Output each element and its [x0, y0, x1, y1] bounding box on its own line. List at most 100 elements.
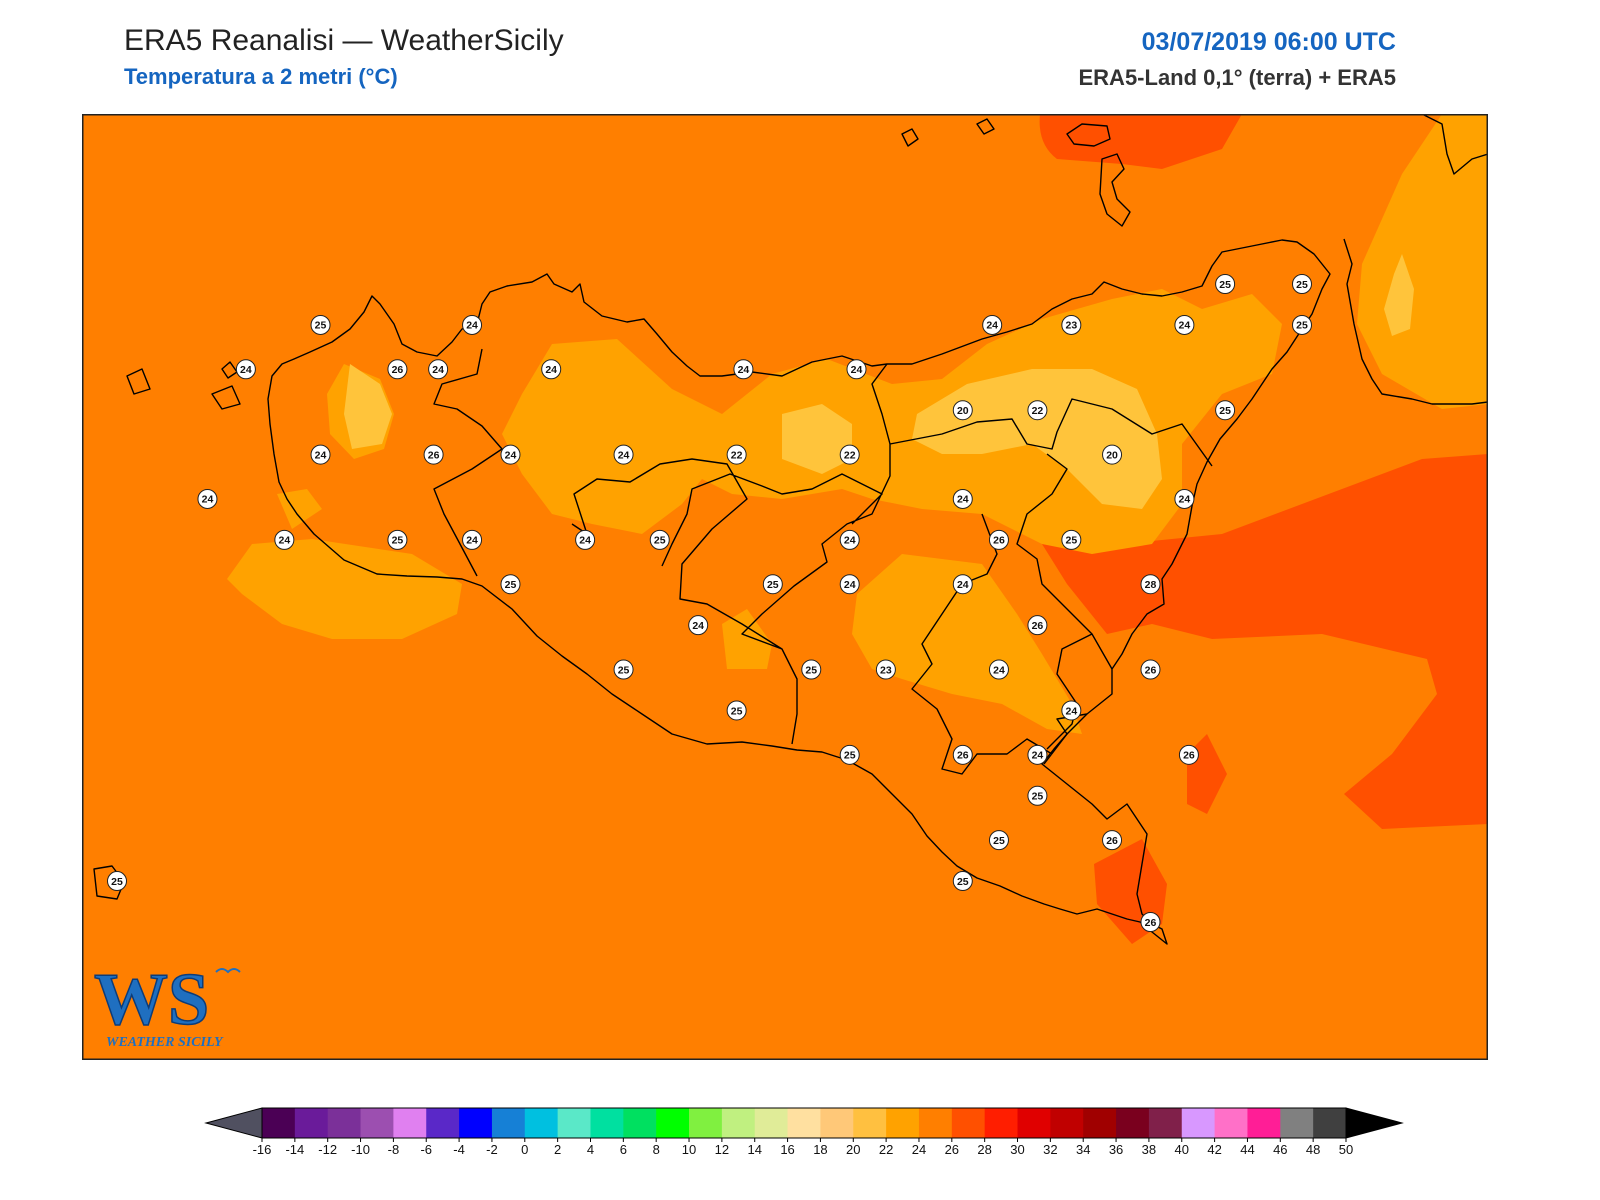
- map-title: ERA5 Reanalisi — WeatherSicily: [124, 24, 564, 57]
- station-marker: 26: [387, 359, 408, 380]
- station-marker: 25: [107, 871, 127, 892]
- colorbar-tick-label: -8: [388, 1142, 400, 1157]
- station-circle: [310, 444, 331, 465]
- colorbar-tick-label: -12: [318, 1142, 337, 1157]
- colorbar-tick-label: -14: [285, 1142, 304, 1157]
- station-marker: 24: [462, 314, 483, 335]
- station-marker: 25: [839, 744, 860, 765]
- weathersicily-logo: WS WEATHER SICILY: [93, 958, 241, 1050]
- station-value: 26: [1145, 917, 1157, 929]
- colorbar-tick-label: 44: [1240, 1142, 1254, 1157]
- station-circle: [575, 529, 596, 550]
- station-value: 22: [844, 449, 856, 461]
- station-value: 25: [1065, 535, 1077, 547]
- station-marker: 25: [726, 700, 747, 721]
- station-marker: 26: [1140, 912, 1161, 932]
- station-marker: 26: [1027, 615, 1048, 636]
- colorbar-cell: [327, 1108, 362, 1138]
- colorbar-tick-label: 30: [1010, 1142, 1024, 1157]
- colorbar-cell: [1050, 1108, 1084, 1138]
- station-marker: 24: [839, 529, 860, 550]
- station-marker: 26: [1178, 744, 1199, 765]
- station-circle: [952, 488, 973, 509]
- colorbar-tick-label: 46: [1273, 1142, 1287, 1157]
- station-circle: [1061, 529, 1082, 550]
- station-marker: 24: [688, 615, 709, 636]
- station-circle: [500, 574, 521, 595]
- colorbar-tick-label: 24: [912, 1142, 926, 1157]
- station-marker: 25: [988, 830, 1009, 851]
- station-value: 26: [1106, 835, 1118, 847]
- station-value: 26: [428, 449, 440, 461]
- station-value: 24: [545, 364, 557, 376]
- colorbar-tick-label: 2: [554, 1142, 561, 1157]
- station-marker: 24: [1027, 744, 1048, 765]
- station-value: 25: [315, 320, 327, 332]
- colorbar-cell: [459, 1108, 493, 1138]
- station-marker: 24: [846, 359, 867, 380]
- colorbar-tick-label: 8: [653, 1142, 660, 1157]
- field-20-west-sea: [344, 364, 392, 449]
- field-20-east-sea: [1384, 254, 1414, 336]
- station-value: 25: [1032, 791, 1044, 803]
- station-value: 25: [805, 664, 817, 676]
- station-marker: 25: [1292, 274, 1312, 294]
- field-20-west: [782, 404, 852, 474]
- colorbar-tick-label: 28: [977, 1142, 991, 1157]
- colorbar-tick-label: 18: [813, 1142, 827, 1157]
- map-subtitle: Temperatura a 2 metri (°C): [124, 64, 398, 89]
- station-marker: 25: [1215, 274, 1236, 294]
- station-value: 23: [880, 664, 892, 676]
- colorbar-tick-label: 10: [682, 1142, 696, 1157]
- station-circle: [500, 444, 521, 465]
- station-value: 24: [692, 620, 704, 632]
- colorbar-cell: [557, 1108, 591, 1138]
- station-value: 25: [731, 705, 743, 717]
- station-value: 24: [957, 494, 969, 506]
- station-circle: [846, 359, 867, 380]
- station-marker: 24: [310, 444, 331, 465]
- station-value: 24: [957, 579, 969, 591]
- station-marker: 25: [1027, 785, 1048, 806]
- colorbar-cell: [853, 1108, 887, 1138]
- station-value: 24: [279, 535, 291, 547]
- station-marker: 24: [1061, 700, 1082, 721]
- map-frame: [82, 114, 1488, 1060]
- station-value: 25: [111, 876, 123, 888]
- colorbar-tick-label: 26: [945, 1142, 959, 1157]
- station-value: 24: [505, 449, 517, 461]
- colorbar-cell: [787, 1108, 821, 1138]
- colorbar-tick-label: 36: [1109, 1142, 1123, 1157]
- coastline: [93, 114, 1488, 945]
- station-circle: [1102, 830, 1123, 851]
- station-marker: 25: [762, 574, 783, 595]
- station-marker: 22: [839, 444, 860, 465]
- station-marker: 25: [500, 574, 521, 595]
- station-marker: 25: [310, 314, 331, 335]
- station-value: 24: [993, 664, 1005, 676]
- station-circle: [387, 529, 408, 550]
- station-value: 24: [1065, 705, 1077, 717]
- colorbar-cell: [951, 1108, 986, 1138]
- field-22-west-sea: [227, 539, 462, 639]
- station-circle: [726, 444, 747, 465]
- field-22-coast: [277, 489, 322, 529]
- colorbar-cell: [426, 1108, 460, 1138]
- station-circle: [197, 488, 218, 509]
- colorbar-tick-label: 22: [879, 1142, 893, 1157]
- colorbar-tick-label: 42: [1207, 1142, 1221, 1157]
- station-marker: 25: [613, 659, 634, 680]
- station-circle: [688, 615, 709, 636]
- station-marker: 24: [1174, 488, 1195, 509]
- station-circle: [1174, 314, 1195, 335]
- station-value: 26: [1183, 750, 1195, 762]
- station-marker: 26: [423, 444, 444, 465]
- colorbar-over-arrow: [1345, 1107, 1404, 1139]
- station-circle: [952, 871, 973, 892]
- station-circle: [1174, 488, 1195, 509]
- data-source: ERA5-Land 0,1° (terra) + ERA5: [1078, 65, 1397, 90]
- station-value: 25: [957, 876, 969, 888]
- field-22-east-sea: [1357, 114, 1488, 409]
- field-26-north: [1039, 114, 1242, 169]
- station-value: 25: [618, 664, 630, 676]
